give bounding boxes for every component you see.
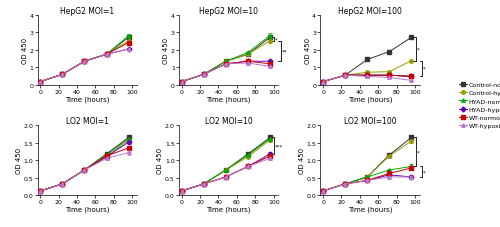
Text: *: * xyxy=(276,37,278,42)
Title: LO2 MOI=100: LO2 MOI=100 xyxy=(344,117,396,126)
Title: HepG2 MOI=100: HepG2 MOI=100 xyxy=(338,7,402,16)
Y-axis label: OD 450: OD 450 xyxy=(158,148,164,173)
Text: *: * xyxy=(423,67,426,72)
Text: *: * xyxy=(416,47,420,52)
Title: LO2 MOI=10: LO2 MOI=10 xyxy=(204,117,252,126)
Y-axis label: OD 450: OD 450 xyxy=(22,38,28,64)
Title: LO2 MOI=1: LO2 MOI=1 xyxy=(66,117,108,126)
X-axis label: Time (hours): Time (hours) xyxy=(206,96,251,102)
Text: *: * xyxy=(416,150,420,155)
X-axis label: Time (hours): Time (hours) xyxy=(65,96,110,102)
Title: HepG2 MOI=10: HepG2 MOI=10 xyxy=(199,7,258,16)
Text: ***: *** xyxy=(276,143,283,148)
X-axis label: Time (hours): Time (hours) xyxy=(348,96,393,102)
Y-axis label: OD 450: OD 450 xyxy=(16,148,22,173)
Text: **: ** xyxy=(282,49,287,54)
X-axis label: Time (hours): Time (hours) xyxy=(206,206,251,212)
Text: *: * xyxy=(423,169,426,174)
Y-axis label: OD 450: OD 450 xyxy=(164,38,170,64)
Y-axis label: OD 450: OD 450 xyxy=(305,38,311,64)
Legend: Control-normoxia, Control-hypoxia, HYAD-normoxia, HYAD-hypoxia, WT-normoxia, WT-: Control-normoxia, Control-hypoxia, HYAD-… xyxy=(459,82,500,129)
Title: HepG2 MOI=1: HepG2 MOI=1 xyxy=(60,7,114,16)
X-axis label: Time (hours): Time (hours) xyxy=(65,206,110,212)
Y-axis label: OD 450: OD 450 xyxy=(299,148,305,173)
X-axis label: Time (hours): Time (hours) xyxy=(348,206,393,212)
